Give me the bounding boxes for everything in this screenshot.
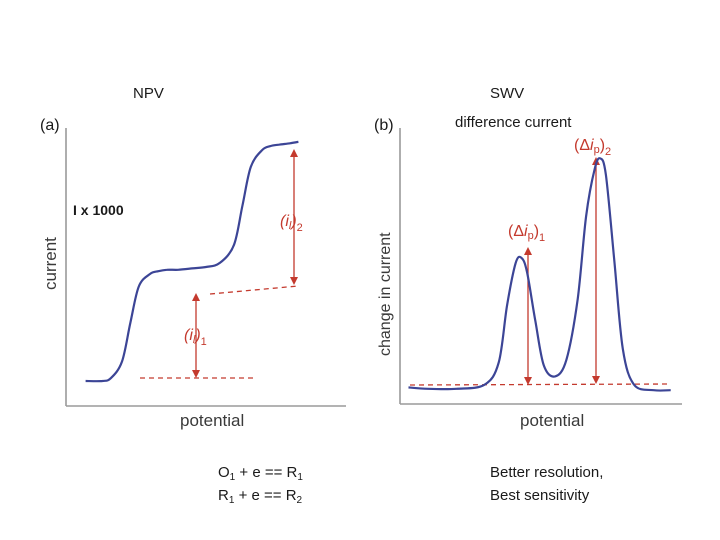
npv-chart: (a) current potential (il)1 (il)2 bbox=[40, 117, 346, 430]
series-line-a bbox=[85, 140, 299, 383]
ylabel-a: current bbox=[41, 237, 60, 290]
reaction-2-mid: + e == bbox=[234, 487, 286, 504]
reaction-1-ox-sub: 1 bbox=[229, 472, 236, 483]
swv-subtitle: difference current bbox=[455, 114, 572, 131]
reaction-1-red: R bbox=[286, 464, 298, 481]
panel-label-a: (a) bbox=[40, 117, 60, 134]
swv-note-sensitivity: Best sensitivity bbox=[490, 487, 590, 504]
reaction-2: R1 + e == R2 bbox=[218, 485, 302, 512]
ylabel-b: change in current bbox=[377, 232, 394, 356]
swv-chart: (b) change in current potential (Δip)1 (… bbox=[374, 117, 682, 430]
arrow-dip2 bbox=[592, 157, 600, 384]
reaction-2-ox: R bbox=[218, 487, 229, 504]
panel-label-b: (b) bbox=[374, 117, 394, 134]
arrow-il2 bbox=[290, 149, 298, 285]
reaction-2-red: R bbox=[285, 487, 297, 504]
series-line-b bbox=[408, 157, 671, 392]
xlabel-b: potential bbox=[520, 411, 584, 430]
annotation-dip2: (Δip)2 bbox=[574, 137, 611, 158]
reaction-1-ox: O bbox=[218, 464, 230, 481]
reaction-2-ox-sub: 1 bbox=[228, 495, 235, 506]
reaction-1-red-sub: 1 bbox=[297, 472, 303, 483]
baseline-b bbox=[409, 383, 669, 386]
arrow-il1 bbox=[192, 293, 200, 378]
annotation-il2: (il)2 bbox=[280, 213, 303, 234]
annotation-dip1: (Δip)1 bbox=[508, 223, 545, 244]
scale-note: I x 1000 bbox=[73, 202, 124, 218]
xlabel-a: potential bbox=[180, 411, 244, 430]
reaction-1-mid: + e == bbox=[235, 464, 287, 481]
npv-title: NPV bbox=[133, 85, 164, 102]
reaction-1: O1 + e == R1 bbox=[218, 462, 303, 489]
baseline-a2 bbox=[209, 285, 299, 295]
reaction-2-red-sub: 2 bbox=[296, 495, 303, 506]
swv-title: SWV bbox=[490, 85, 525, 102]
swv-note-resolution: Better resolution, bbox=[490, 464, 604, 481]
